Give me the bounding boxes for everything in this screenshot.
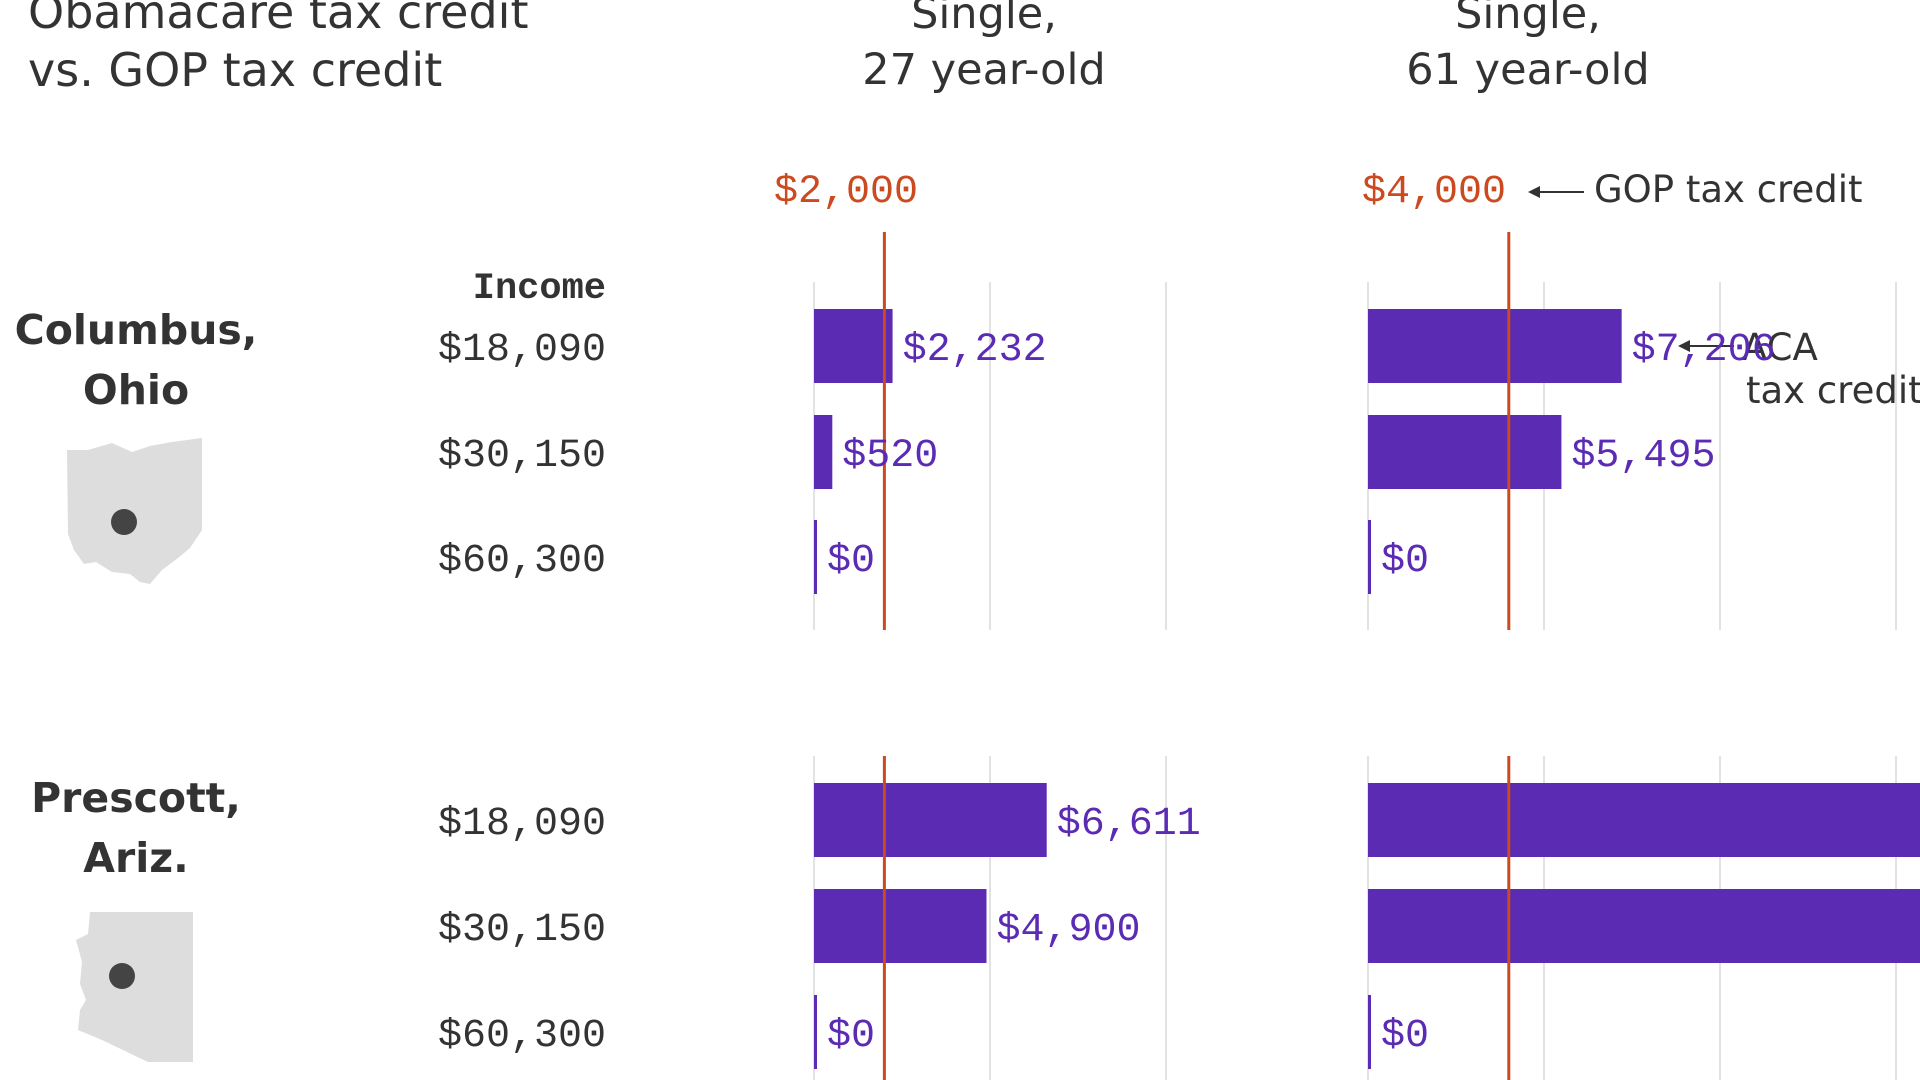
bar-g1-p1-r3 [814,520,817,594]
income-header: Income [473,268,606,310]
bar-value-label-g1-p2-r1: $7,206 [1632,328,1776,373]
panel-2-header-line-1: Single, [1455,0,1601,39]
location-2-line-1: Prescott, [31,774,241,822]
bar-value-label-g1-p1-r2: $520 [842,434,938,479]
bar-g1-p1-r1 [814,309,893,383]
bar-value-label-g1-p2-r3: $0 [1381,539,1429,584]
location-2-line-2: Ariz. [83,834,188,882]
bar-g1-p2-r3 [1368,520,1371,594]
bar-g1-p2-r2 [1368,415,1562,489]
bar-g2-p1-r3 [814,995,817,1069]
location-1-line-2: Ohio [83,366,189,414]
aca-annotation-arrow-icon [1678,340,1690,352]
bar-g1-p2-r1 [1368,309,1622,383]
panel-2-header-line-2: 61 year-old [1406,45,1649,95]
aca-annotation-label-line-2: tax credit [1746,369,1920,412]
panel-2-gop-credit-label: $4,000 [1362,170,1506,215]
bar-g2-p2-r2 [1368,889,1920,963]
bar-value-label-g1-p1-r1: $2,232 [903,328,1047,373]
income-label-g2-r1: $18,090 [438,802,606,847]
chart-title-line-2: vs. GOP tax credit [28,43,442,97]
location-1-line-1: Columbus, [15,306,258,354]
chart-title-line-1: Obamacare tax credit [28,0,528,39]
bar-value-label-g1-p2-r2: $5,495 [1571,434,1715,479]
bar-g2-p2-r3 [1368,995,1371,1069]
income-label-g1-r1: $18,090 [438,328,606,373]
labels: $18,090 $30,150 $60,300 $2,232 $520 $0 $7,206 $… [438,328,1776,1059]
bars [814,309,1920,1069]
gop-credit-lines [882,232,1511,1080]
bar-value-label-g2-p2-r3: $0 [1381,1014,1429,1059]
panel-1-header-line-1: Single, [911,0,1057,39]
bar-value-label-g1-p1-r3: $0 [827,539,875,584]
gop-annotation-label: GOP tax credit [1594,168,1863,211]
income-label-g2-r2: $30,150 [438,908,606,953]
gop-annotation-arrow-icon [1528,186,1540,198]
bar-value-label-g2-p1-r2: $4,900 [996,908,1140,953]
bar-g1-p1-r2 [814,415,833,489]
panel-1-header-line-2: 27 year-old [862,45,1105,95]
bar-g2-p1-r1 [814,783,1047,857]
bar-g2-p1-r2 [814,889,987,963]
bar-g2-p2-r1 [1368,783,1920,857]
ohio-map-icon [67,438,202,584]
bar-value-label-g2-p1-r3: $0 [827,1014,875,1059]
bar-value-label-g2-p1-r1: $6,611 [1057,802,1201,847]
panel-1-gop-credit-label: $2,000 [774,170,918,215]
arizona-map-icon [76,912,193,1062]
income-label-g2-r3: $60,300 [438,1014,606,1059]
income-label-g1-r3: $60,300 [438,539,606,584]
income-label-g1-r2: $30,150 [438,434,606,479]
aca-annotation-label-line-1: ACA [1742,326,1818,369]
